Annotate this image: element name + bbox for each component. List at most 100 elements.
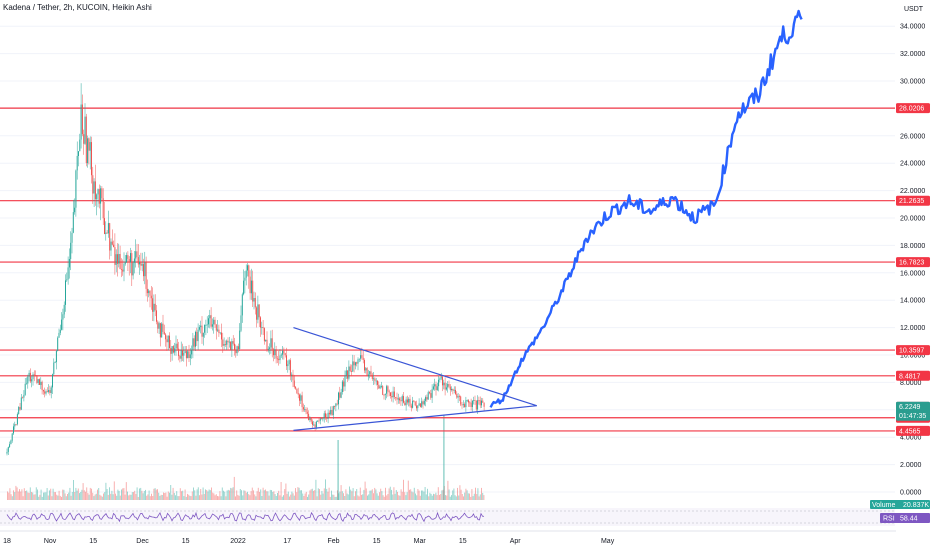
volume-bar [16, 487, 18, 500]
volume-bar [122, 488, 124, 500]
candle-body [312, 421, 313, 425]
volume-bar [187, 493, 188, 500]
candle-body [267, 348, 269, 350]
volume-bar [65, 496, 67, 500]
candle-body [289, 360, 291, 376]
time-tick-label: 2022 [230, 538, 246, 545]
candle-body [392, 391, 394, 398]
volume-bar [239, 489, 241, 500]
volume-bar [448, 489, 450, 500]
candle-body [352, 361, 354, 372]
volume-bar [185, 496, 187, 500]
volume-bar [111, 490, 113, 500]
candle-body [165, 334, 167, 340]
volume-bar [295, 488, 296, 500]
candle-body [111, 241, 113, 245]
time-tick-label: Mar [414, 538, 427, 545]
volume-bar [379, 492, 380, 500]
volume-bar [479, 494, 481, 500]
volume-bar [305, 491, 307, 500]
volume-bar [303, 496, 305, 500]
volume-bar [70, 495, 72, 500]
candle-body [119, 254, 121, 270]
candle-body [167, 335, 169, 343]
candle-body [110, 241, 112, 251]
volume-bar [403, 479, 404, 500]
volume-bar [281, 496, 283, 500]
candle-body [231, 341, 233, 350]
candle-body [345, 370, 347, 376]
price-tick-label: 34.0000 [900, 24, 925, 31]
candle-body [19, 407, 21, 410]
candle-body [279, 355, 281, 361]
volume-bar [333, 494, 335, 500]
candle-body [84, 116, 86, 144]
volume-bar [181, 491, 182, 500]
volume-bar [57, 495, 59, 500]
rsi-pane [0, 508, 895, 526]
candle-body [341, 381, 343, 392]
volume-bar [314, 490, 316, 500]
candle-body [378, 384, 380, 389]
volume-bar [217, 496, 218, 500]
time-tick-label: 18 [3, 538, 11, 545]
candle-body [206, 324, 208, 326]
candle-body [247, 265, 248, 271]
volume-bar [85, 491, 86, 500]
candle-body [318, 420, 320, 422]
candle-body [127, 255, 129, 259]
level-tag-bg [896, 370, 930, 381]
volume-bar [299, 490, 301, 500]
volume-bar [71, 492, 73, 500]
volume-bar [262, 487, 264, 500]
volume-tag-value: 20.837K [903, 502, 929, 509]
volume-bar [136, 487, 138, 500]
volume-bar [101, 496, 103, 500]
volume-bar [153, 488, 155, 500]
volume-bar [455, 496, 457, 500]
candle-body [362, 357, 364, 360]
candle-body [443, 382, 445, 386]
volume-bar [8, 492, 10, 500]
candle-body [274, 349, 276, 356]
volume-bar [425, 494, 427, 500]
candle-body [356, 362, 358, 364]
level-tag-bg [896, 257, 930, 268]
candle-body [156, 310, 157, 322]
volume-bar [34, 494, 36, 500]
price-tick-label: 30.0000 [900, 79, 925, 86]
volume-bar [470, 496, 472, 500]
candle-body [41, 381, 43, 390]
candle-body [128, 259, 130, 263]
volume-bar [387, 493, 389, 500]
candle-body [124, 262, 126, 264]
volume-bar [99, 494, 101, 500]
volume-bar [87, 493, 89, 500]
volume-bar [365, 488, 367, 500]
candle-body [91, 142, 92, 176]
candle-body [178, 348, 180, 357]
volume-bar [369, 490, 371, 500]
candle-body [401, 396, 403, 402]
candle-body [340, 392, 342, 398]
candle-body [228, 341, 230, 343]
candle-body [299, 394, 300, 401]
candle-body [254, 298, 256, 308]
candle-body [227, 340, 229, 343]
volume-bar [127, 491, 128, 500]
candle-body [6, 451, 8, 454]
candle-body [292, 374, 294, 381]
volume-bar [214, 495, 216, 500]
candle-body [101, 188, 103, 199]
candle-body [114, 247, 116, 265]
candle-body [257, 304, 259, 320]
candle-body [291, 374, 293, 376]
candle-body [395, 397, 397, 398]
volume-bar [182, 490, 184, 500]
candle-body [18, 407, 20, 415]
candle-body [354, 362, 356, 366]
volume-bar [229, 490, 230, 500]
candle-body [366, 368, 368, 377]
volume-bar [263, 490, 265, 500]
